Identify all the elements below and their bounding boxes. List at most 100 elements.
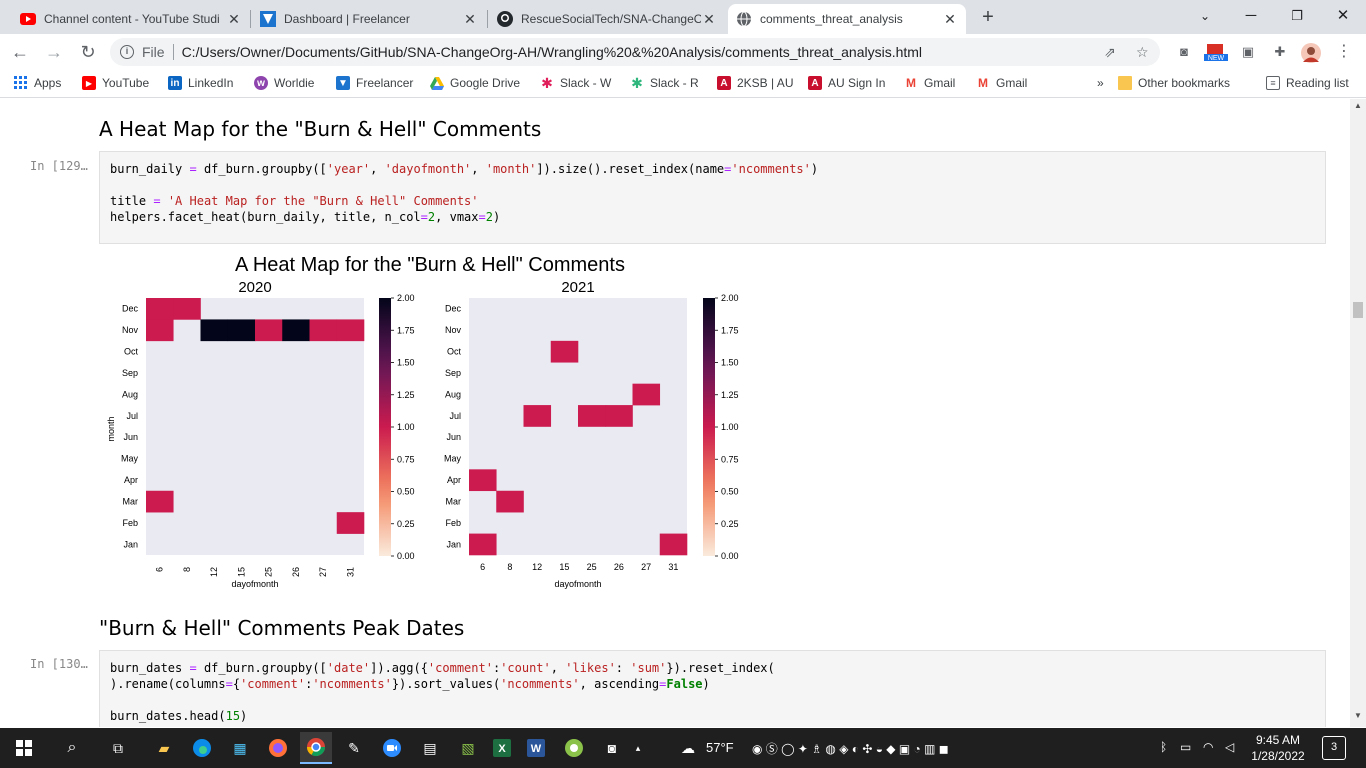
colorbar-tick-label: 0.00 bbox=[721, 551, 739, 561]
tab-youtube-studio[interactable]: Channel content - YouTube Studi ✕ bbox=[12, 4, 250, 34]
taskbar-overflow-chevron-icon[interactable]: ▴ bbox=[635, 742, 641, 753]
colorbar-tick-label: 0.25 bbox=[397, 519, 415, 529]
puzzle-icon[interactable]: ✚ bbox=[1274, 44, 1286, 59]
colorbar-tick-label: 0.75 bbox=[721, 454, 739, 464]
firefox-icon[interactable] bbox=[262, 732, 294, 764]
url-text[interactable]: C:/Users/Owner/Documents/GitHub/SNA-Chan… bbox=[181, 44, 923, 60]
row-label: Sep bbox=[122, 368, 138, 378]
scroll-up-arrow-icon[interactable]: ▲ bbox=[1354, 101, 1362, 110]
word-icon[interactable]: W bbox=[520, 732, 552, 764]
kebab-menu-icon[interactable]: ⋮ bbox=[1336, 43, 1352, 60]
bookmark-label: Gmail bbox=[996, 76, 1028, 90]
row-label: Jun bbox=[123, 432, 138, 442]
bookmarks-overflow-button[interactable]: » bbox=[1097, 76, 1104, 90]
bookmark-slack-r[interactable]: ✱ Slack - R bbox=[630, 75, 699, 91]
info-icon[interactable]: i bbox=[120, 45, 134, 59]
bookmark-freelancer[interactable]: ▼ Freelancer bbox=[336, 76, 413, 90]
close-icon[interactable]: ✕ bbox=[464, 10, 476, 27]
new-tab-button[interactable]: + bbox=[982, 6, 994, 28]
reading-list-button[interactable]: ≡ Reading list bbox=[1266, 76, 1349, 90]
bookmark-label: Google Drive bbox=[450, 76, 521, 90]
weather-temperature[interactable]: 57°F bbox=[706, 740, 734, 755]
row-label: Dec bbox=[445, 304, 462, 314]
share-icon[interactable]: ⇗ bbox=[1104, 44, 1116, 60]
close-window-button[interactable]: ✕ bbox=[1336, 7, 1350, 24]
address-bar[interactable]: i File C:/Users/Owner/Documents/GitHub/S… bbox=[110, 38, 1160, 66]
bookmark-gmail-1[interactable]: M Gmail bbox=[904, 76, 955, 90]
tab-comments-threat-analysis[interactable]: comments_threat_analysis ✕ bbox=[728, 4, 966, 34]
row-label: Feb bbox=[122, 518, 138, 528]
close-icon[interactable]: ✕ bbox=[703, 10, 715, 27]
other-bookmarks-folder[interactable]: Other bookmarks bbox=[1118, 76, 1230, 90]
avatar[interactable] bbox=[1300, 42, 1321, 63]
camera-extension-icon[interactable]: ◙ bbox=[1180, 44, 1188, 59]
reload-icon[interactable]: ↻ bbox=[80, 42, 96, 62]
search-icon[interactable]: ⌕ bbox=[67, 739, 77, 756]
column-label: 12 bbox=[209, 567, 219, 577]
gmail-icon: M bbox=[906, 76, 916, 90]
close-icon[interactable]: ✕ bbox=[228, 10, 240, 27]
system-clock[interactable]: 9:45 AM 1/28/2022 bbox=[1248, 732, 1308, 764]
forward-arrow-icon[interactable]: → bbox=[45, 42, 63, 62]
reader-extension-icon[interactable]: ▣ bbox=[1241, 44, 1255, 59]
bookmark-worldie[interactable]: w Worldie bbox=[254, 76, 314, 90]
heatmap-cell-Jul-12 bbox=[523, 405, 552, 427]
bookmark-au-sign-in[interactable]: A AU Sign In bbox=[808, 76, 885, 90]
heatmap-cell-Jul-26 bbox=[605, 405, 633, 427]
cell-prompt: In [129… bbox=[30, 159, 88, 173]
restore-button[interactable]: ❐ bbox=[1291, 8, 1303, 23]
column-label: 6 bbox=[155, 567, 165, 572]
excel-icon[interactable]: X bbox=[486, 732, 518, 764]
minimize-button[interactable]: ─ bbox=[1245, 7, 1257, 24]
bluetooth-icon[interactable]: ᛒ bbox=[1160, 740, 1168, 754]
chrome-taskbar-icon[interactable] bbox=[300, 732, 332, 764]
code-cell-heatmap[interactable]: burn_daily = df_burn.groupby(['year', 'd… bbox=[99, 151, 1326, 244]
bookmark-linkedin[interactable]: in LinkedIn bbox=[168, 76, 233, 90]
code-cell-peak-dates[interactable]: burn_dates = df_burn.groupby(['date']).a… bbox=[99, 650, 1326, 727]
row-label: Nov bbox=[122, 325, 139, 335]
zoom-icon[interactable] bbox=[376, 732, 408, 764]
task-view-icon[interactable]: ⧉ bbox=[113, 739, 123, 756]
row-label: Feb bbox=[445, 518, 461, 528]
scrollbar-thumb[interactable] bbox=[1353, 302, 1363, 318]
wifi-icon[interactable]: ◠ bbox=[1203, 740, 1214, 754]
tab-search-chevron-icon[interactable]: ⌄ bbox=[1199, 9, 1211, 23]
code-line: ).rename(columns={'comment':'ncomments'}… bbox=[110, 677, 710, 691]
other-bookmarks-label: Other bookmarks bbox=[1138, 76, 1231, 90]
windows-start-icon[interactable] bbox=[8, 732, 40, 764]
colorbar-tick-label: 0.75 bbox=[397, 454, 415, 464]
edge-icon[interactable] bbox=[186, 732, 218, 764]
code-line: burn_daily = df_burn.groupby(['year', 'd… bbox=[110, 162, 819, 176]
volume-icon[interactable]: ◁ bbox=[1225, 740, 1235, 754]
file-explorer-icon[interactable]: ▰ bbox=[158, 739, 170, 756]
tab-freelancer[interactable]: Dashboard | Freelancer ✕ bbox=[252, 4, 486, 34]
close-icon[interactable]: ✕ bbox=[944, 10, 956, 27]
tray-app-icons[interactable]: ◉ Ⓢ ◯ ✦ ♗ ◍ ◈ ◐ ✣ ◒ ◆ ▣ ◔ ▥ ◼ bbox=[752, 742, 949, 756]
bookmark-gmail-2[interactable]: M Gmail bbox=[976, 76, 1027, 90]
scroll-down-arrow-icon[interactable]: ▼ bbox=[1354, 711, 1362, 720]
camera-icon[interactable]: ◙ bbox=[607, 740, 617, 756]
bookmark-label: Slack - W bbox=[560, 76, 612, 90]
battery-icon[interactable]: ▭ bbox=[1180, 740, 1192, 754]
back-arrow-icon[interactable]: ← bbox=[11, 42, 29, 62]
store-icon[interactable]: ▦ bbox=[233, 739, 247, 756]
bookmark-apps[interactable]: Apps bbox=[14, 76, 61, 90]
bookmark-2ksb-au[interactable]: A 2KSB | AU bbox=[717, 76, 793, 90]
chart-app-icon[interactable]: ▧ bbox=[461, 739, 475, 756]
heatmap-cell-Mar-8 bbox=[496, 490, 524, 513]
new-extension-icon[interactable]: NEW bbox=[1203, 42, 1229, 62]
row-label: Aug bbox=[445, 389, 461, 399]
page-scrollbar[interactable]: ▲ ▼ bbox=[1350, 99, 1366, 727]
green-app-icon[interactable] bbox=[558, 732, 590, 764]
column-label: 31 bbox=[668, 562, 678, 572]
bookmark-youtube[interactable]: ▶ YouTube bbox=[82, 76, 149, 90]
bookmark-star-icon[interactable]: ☆ bbox=[1136, 44, 1149, 60]
bookmark-slack-w[interactable]: ✱ Slack - W bbox=[540, 75, 612, 91]
calculator-icon[interactable]: ▤ bbox=[423, 739, 437, 756]
notification-center-button[interactable]: 3 bbox=[1322, 736, 1346, 760]
tab-strip: Channel content - YouTube Studi ✕ Dashbo… bbox=[0, 0, 1366, 34]
weather-icon[interactable]: ☁ bbox=[681, 739, 695, 756]
tab-github[interactable]: RescueSocialTech/SNA-ChangeO ✕ bbox=[489, 4, 725, 34]
editor-app-icon[interactable]: ✎ bbox=[348, 739, 360, 756]
bookmark-google-drive[interactable]: Google Drive bbox=[430, 76, 520, 90]
